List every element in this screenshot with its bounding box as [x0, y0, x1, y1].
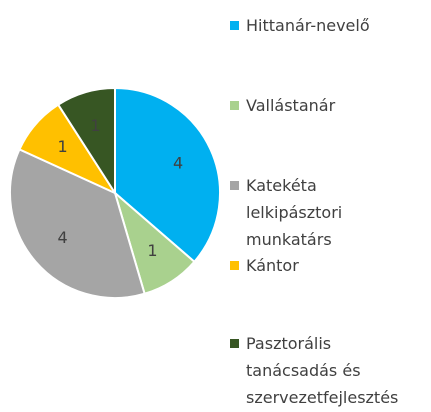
- data-label: 1: [147, 241, 157, 260]
- legend-item: Hittanár-nevelő: [230, 12, 376, 39]
- legend-label: Hittanár-nevelő: [246, 16, 370, 35]
- pie-slice: [9, 148, 146, 299]
- data-label: 1: [58, 137, 68, 156]
- data-label: 4: [58, 228, 68, 247]
- legend-label: Katekéta lelkipásztori munkatárs: [246, 176, 343, 249]
- pie-slice: [56, 86, 116, 197]
- legend-label: Pasztorális tanácsadás és szervezetfejle…: [246, 334, 399, 407]
- legend-swatch: [230, 261, 239, 270]
- legend-item: Pasztorális tanácsadás és szervezetfejle…: [230, 330, 406, 411]
- legend-item: Vallástanár: [230, 92, 376, 119]
- legend-item: Kántor: [230, 252, 376, 279]
- pie-slice: [114, 86, 221, 264]
- legend-item: Katekéta lelkipásztori munkatárs: [230, 172, 376, 253]
- legend-swatch: [230, 181, 239, 190]
- legend-label: Kántor: [246, 256, 299, 275]
- data-label: 4: [173, 154, 183, 173]
- legend-label: Vallástanár: [246, 96, 336, 115]
- legend-swatch: [230, 101, 239, 110]
- legend-swatch: [230, 339, 239, 348]
- data-label: 1: [90, 116, 100, 135]
- legend-swatch: [230, 21, 239, 30]
